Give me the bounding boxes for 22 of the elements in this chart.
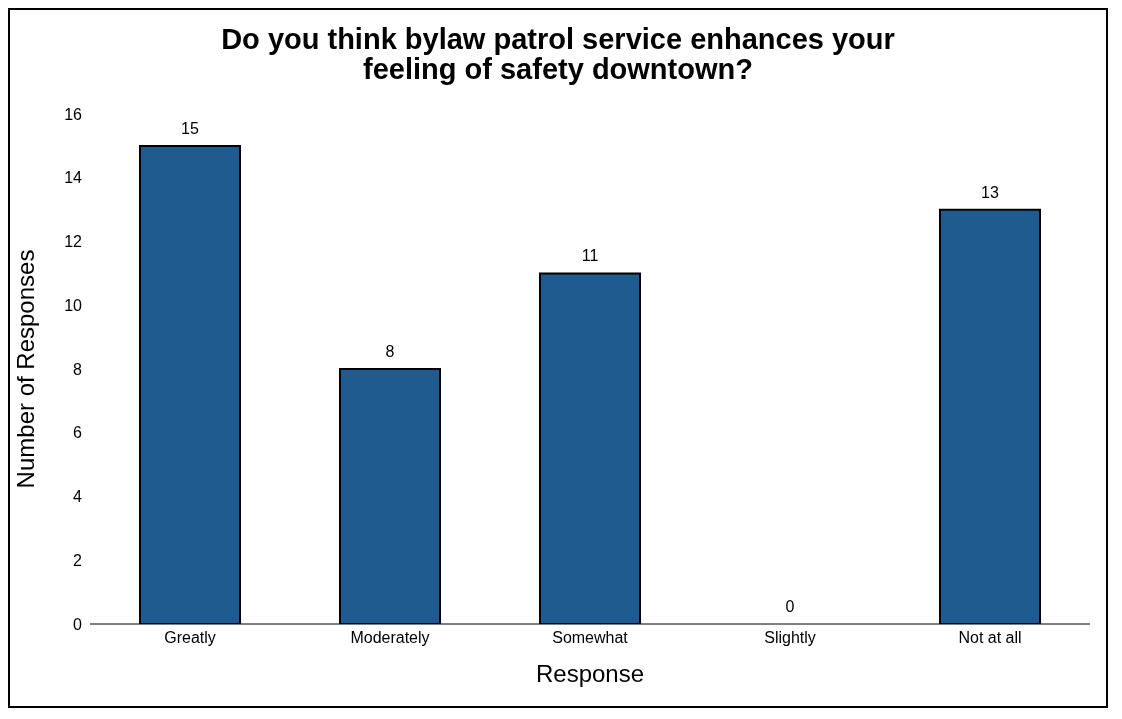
y-tick-label: 4 [73, 488, 83, 506]
x-tick-label: Moderately [350, 629, 430, 647]
data-label: 13 [981, 183, 999, 201]
y-tick-label: 2 [73, 551, 83, 569]
y-tick-label: 16 [64, 105, 83, 123]
y-tick-label: 0 [73, 615, 83, 633]
y-tick-label: 10 [64, 296, 83, 314]
x-tick-label: Slightly [764, 629, 816, 647]
x-tick-label: Not at all [958, 629, 1022, 647]
data-label: 8 [385, 343, 395, 360]
y-tick-label: 12 [64, 233, 83, 251]
y-tick-label: 8 [73, 360, 83, 378]
x-tick-label: Greatly [164, 629, 216, 647]
y-tick-label: 6 [73, 424, 83, 442]
data-label: 0 [785, 598, 795, 615]
x-tick-label: Somewhat [552, 629, 629, 647]
y-axis-title: Number of Responses [11, 249, 39, 489]
chart-title: Do you think bylaw patrol service enhances your feeling of safety downtown? [220, 23, 896, 85]
y-tick-label: 14 [64, 169, 83, 187]
data-label: 15 [181, 119, 199, 137]
data-label: 11 [581, 247, 599, 265]
x-axis-title: Response [535, 660, 645, 687]
